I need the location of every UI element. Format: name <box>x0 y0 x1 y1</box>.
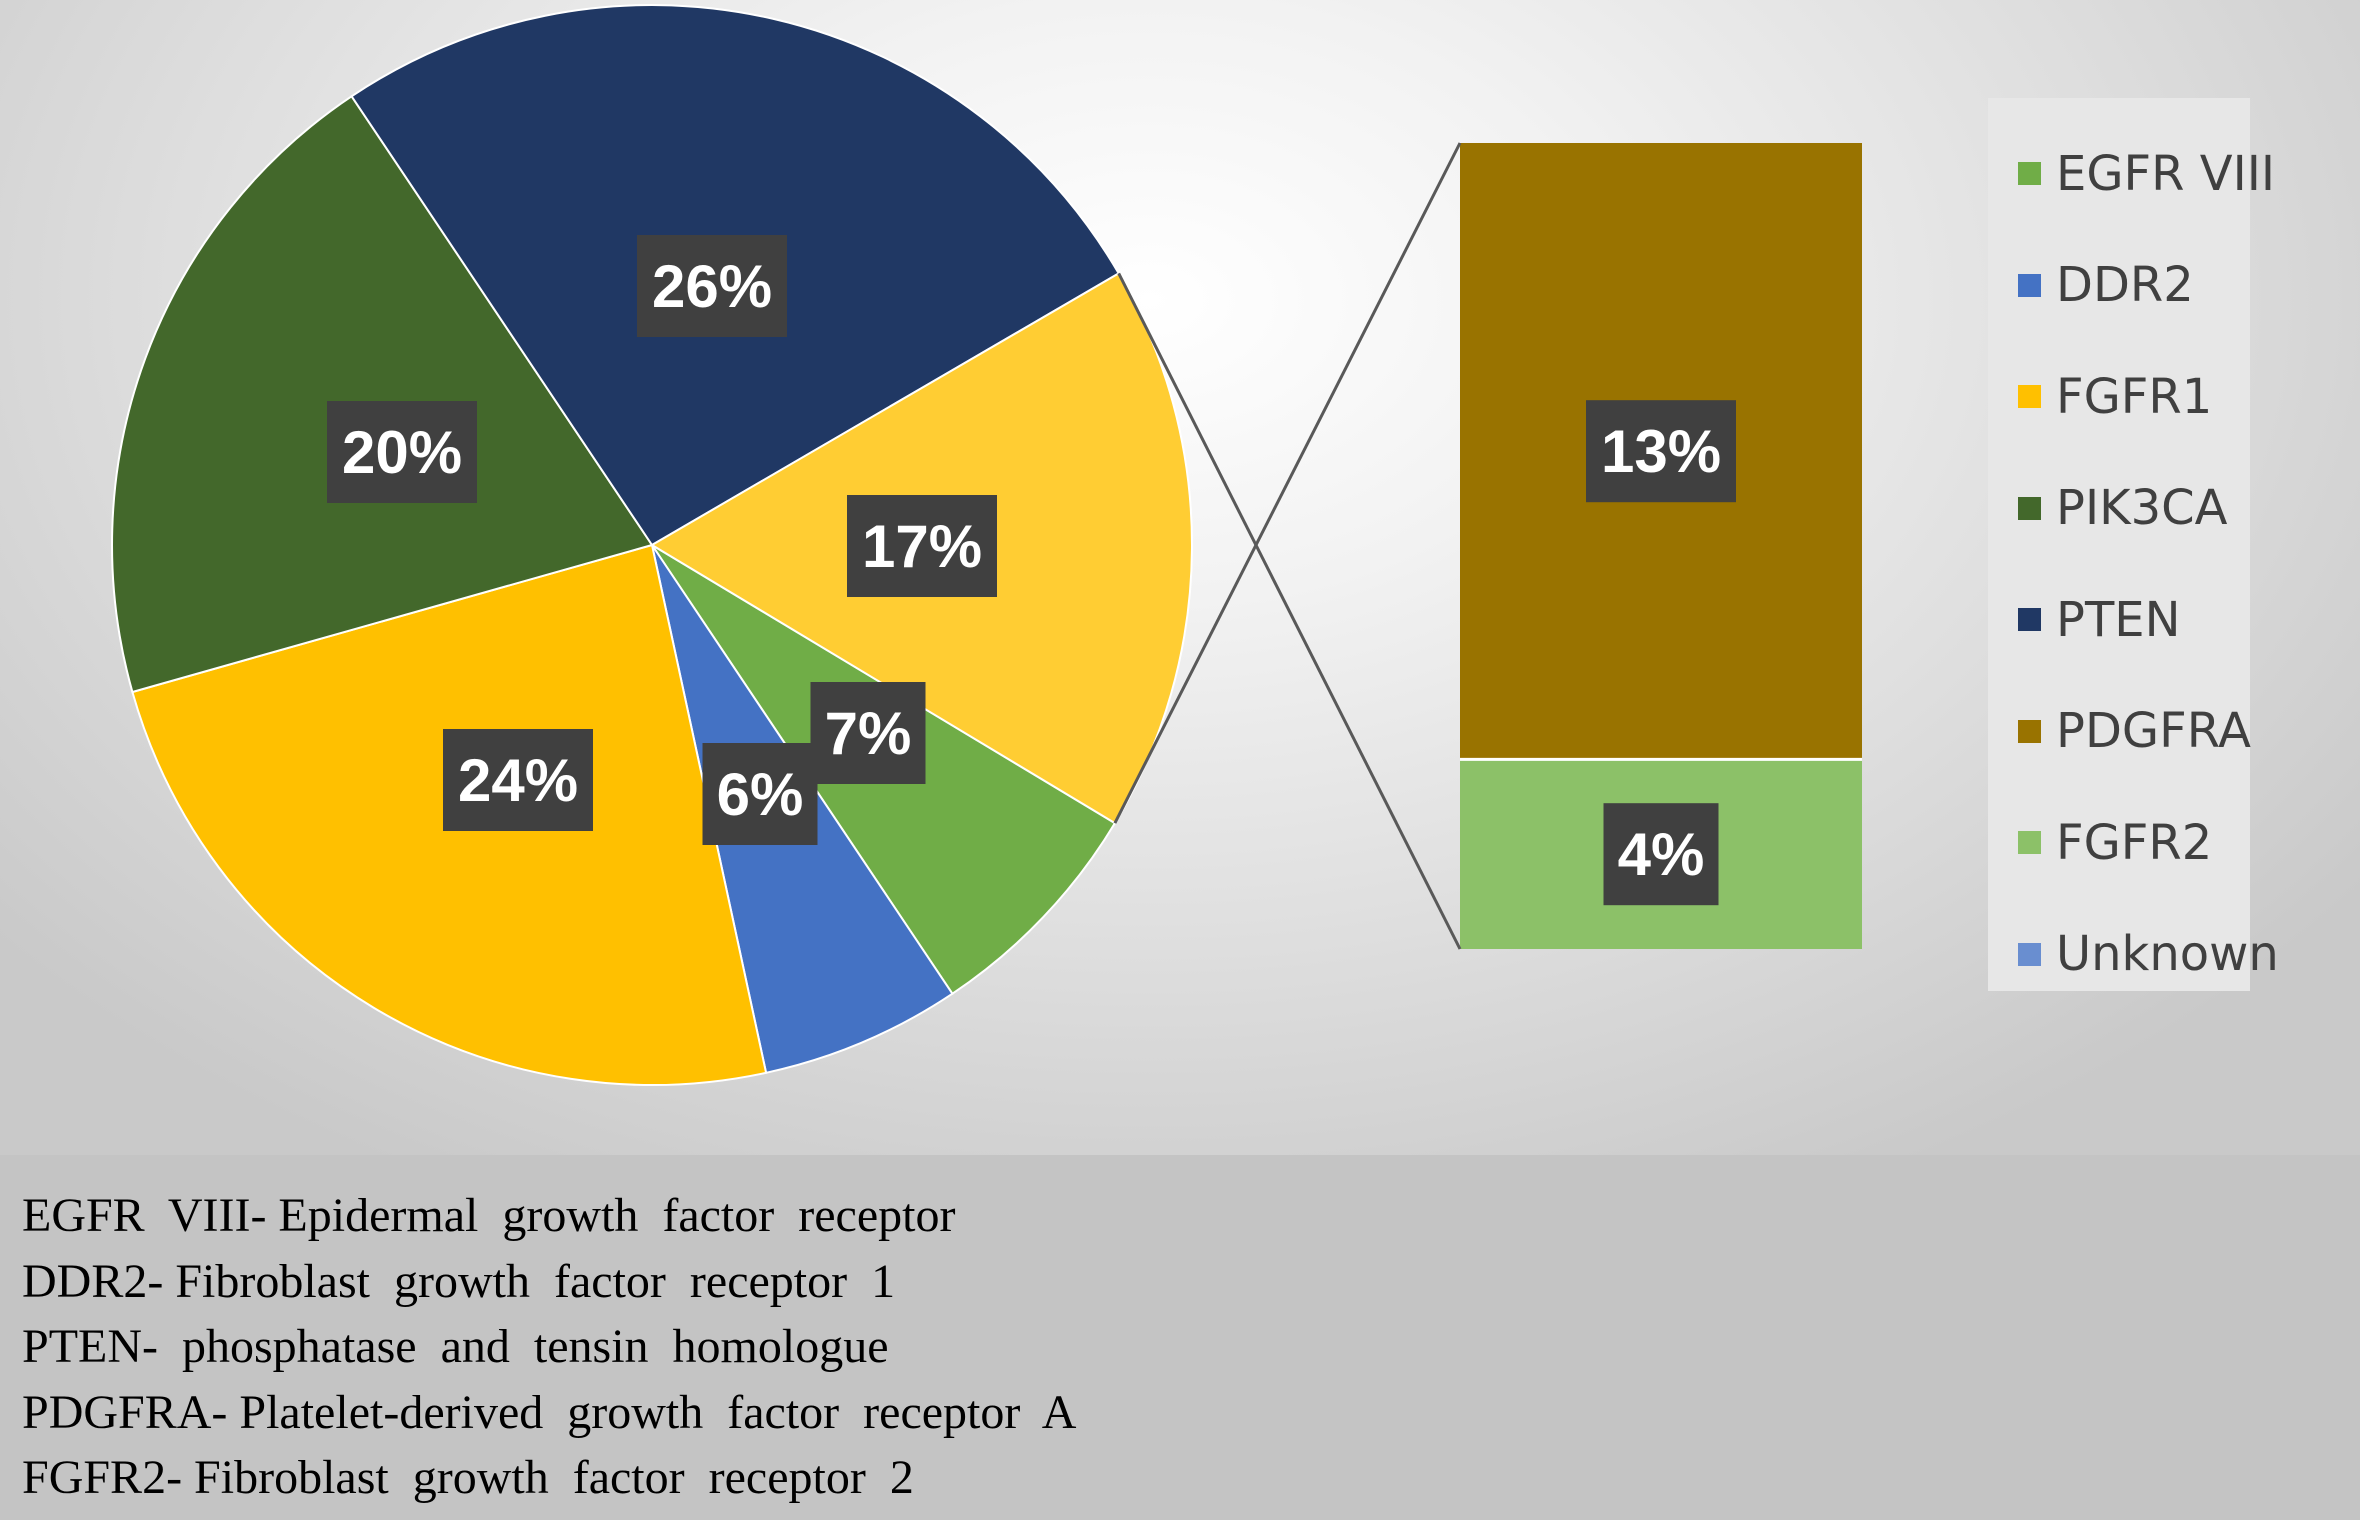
legend-item-pdgfra: PDGFRA <box>2018 676 2251 788</box>
svg-text:13%: 13% <box>1601 418 1721 485</box>
svg-text:24%: 24% <box>458 747 578 814</box>
legend-swatch <box>2018 162 2041 186</box>
footnote-pdgfra: PDGFRA- Platelet-derived growth factor r… <box>22 1385 1077 1439</box>
data-label-egfr-viii: 7% <box>810 682 926 784</box>
legend-label: DDR2 <box>2056 257 2194 314</box>
legend-label: Unknown <box>2056 926 2279 983</box>
svg-text:20%: 20% <box>342 419 462 486</box>
legend-label: PDGFRA <box>2056 703 2251 760</box>
legend-swatch <box>2018 719 2041 743</box>
legend-item-fgfr1: FGFR1 <box>2018 341 2250 453</box>
svg-text:7%: 7% <box>825 700 912 767</box>
data-label-fgfr1: 24% <box>443 729 593 831</box>
connector-line-bottom <box>1117 272 1462 950</box>
svg-text:6%: 6% <box>717 761 804 828</box>
data-label-unknown: 17% <box>847 495 997 597</box>
legend-label: PTEN <box>2056 591 2181 648</box>
data-label-pik3ca: 20% <box>327 401 477 503</box>
footnote-pten: PTEN- phosphatase and tensin homologue <box>22 1320 889 1373</box>
data-label-pdgfra: 13% <box>1586 400 1736 503</box>
legend-swatch <box>2018 608 2041 632</box>
svg-text:4%: 4% <box>1618 821 1705 888</box>
legend-item-ddr2: DDR2 <box>2018 230 2250 342</box>
bar-of-pie-chart: 7% 6% 24% 20% 26% 17% 13% 4% <box>111 4 1862 1086</box>
data-label-pten: 26% <box>637 235 787 337</box>
legend-swatch <box>2018 273 2041 297</box>
legend-swatch <box>2018 385 2041 409</box>
legend-label: EGFR VIII <box>2056 145 2276 202</box>
data-label-fgfr2: 4% <box>1603 803 1719 906</box>
svg-text:26%: 26% <box>652 253 772 320</box>
legend-swatch <box>2018 496 2041 520</box>
legend-item-pten: PTEN <box>2018 564 2250 676</box>
connector-line-top <box>1113 142 1462 824</box>
footnote-ddr2: DDR2- Fibroblast growth factor receptor … <box>22 1254 896 1308</box>
legend-swatch <box>2018 831 2041 855</box>
legend-item-unknown: Unknown <box>2018 899 2279 1011</box>
legend-item-pik3ca: PIK3CA <box>2018 453 2250 565</box>
legend-item-egfr-viii: EGFR VIII <box>2018 118 2275 230</box>
legend: EGFR VIII DDR2 FGFR1 PIK3CA PTEN PDGFRA FGFR2 U… <box>1988 98 2279 991</box>
legend-item-fgfr2: FGFR2 <box>2018 787 2250 899</box>
footnote-egfr: EGFR VIII- Epidermal growth factor recep… <box>22 1189 956 1242</box>
data-label-ddr2: 6% <box>702 743 818 845</box>
footnotes: EGFR VIII- Epidermal growth factor recep… <box>22 1183 2322 1511</box>
svg-text:17%: 17% <box>862 513 982 580</box>
legend-swatch <box>2018 942 2041 966</box>
legend-label: FGFR2 <box>2056 814 2213 871</box>
footnote-fgfr2: FGFR2- Fibroblast growth factor receptor… <box>22 1451 914 1504</box>
pie-slice-pik3ca <box>111 94 654 694</box>
legend-label: PIK3CA <box>2056 480 2228 537</box>
legend-label: FGFR1 <box>2056 368 2213 425</box>
